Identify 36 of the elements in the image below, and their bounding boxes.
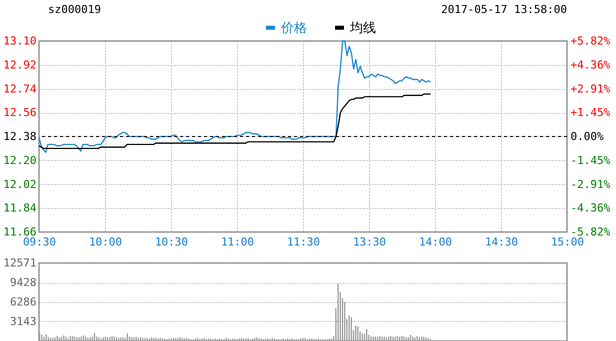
y2-tick-label: -1.45% bbox=[570, 154, 611, 167]
y-tick-label: 9428 bbox=[10, 276, 36, 289]
y2-tick-label: +1.45% bbox=[570, 106, 611, 120]
y-tick-label: 12.38 bbox=[3, 130, 36, 143]
x-tick-label: 13:30 bbox=[352, 236, 386, 248]
y2-tick-label: +5.82% bbox=[570, 34, 611, 48]
x-tick-label: 15:00 bbox=[550, 236, 584, 248]
y2-tick-label: 0.00% bbox=[570, 130, 604, 143]
x-tick-label: 10:30 bbox=[154, 236, 188, 248]
y-tick-label: 12.74 bbox=[3, 82, 37, 96]
line-series bbox=[38, 40, 432, 154]
x-tick-label: 14:30 bbox=[484, 236, 518, 248]
legend-label: 价格 bbox=[280, 20, 307, 36]
y-tick-label: 13.10 bbox=[3, 34, 36, 48]
y-tick-label: 6286 bbox=[10, 295, 36, 308]
y-tick-label: 12.20 bbox=[3, 154, 36, 167]
y-tick-label: 11.66 bbox=[3, 226, 36, 238]
y-tick-label: 3143 bbox=[10, 315, 36, 328]
y-tick-label: 11.84 bbox=[3, 202, 37, 215]
x-tick-label: 11:30 bbox=[286, 236, 320, 248]
x-tick-label: 14:00 bbox=[418, 236, 452, 248]
legend-label: 均线 bbox=[349, 20, 376, 36]
x-tick-label: 11:00 bbox=[220, 236, 254, 248]
y-tick-label: 12.02 bbox=[3, 178, 36, 191]
y-tick-label: 12.56 bbox=[3, 106, 36, 120]
text: sz000019 bbox=[48, 3, 101, 16]
x-tick-label: 10:00 bbox=[88, 236, 122, 248]
y-tick-label: 12571 bbox=[3, 256, 36, 270]
y2-tick-label: -5.82% bbox=[570, 226, 611, 238]
x-tick-label: 09:30 bbox=[22, 236, 56, 248]
y2-tick-label: +2.91% bbox=[570, 82, 611, 96]
y2-tick-label: +4.36% bbox=[570, 58, 611, 72]
y-tick-label: 12.92 bbox=[3, 58, 36, 72]
text: 2017-05-17 13:58:00 bbox=[441, 3, 567, 16]
y2-tick-label: -2.91% bbox=[570, 178, 611, 191]
y2-tick-label: -4.36% bbox=[570, 202, 611, 215]
